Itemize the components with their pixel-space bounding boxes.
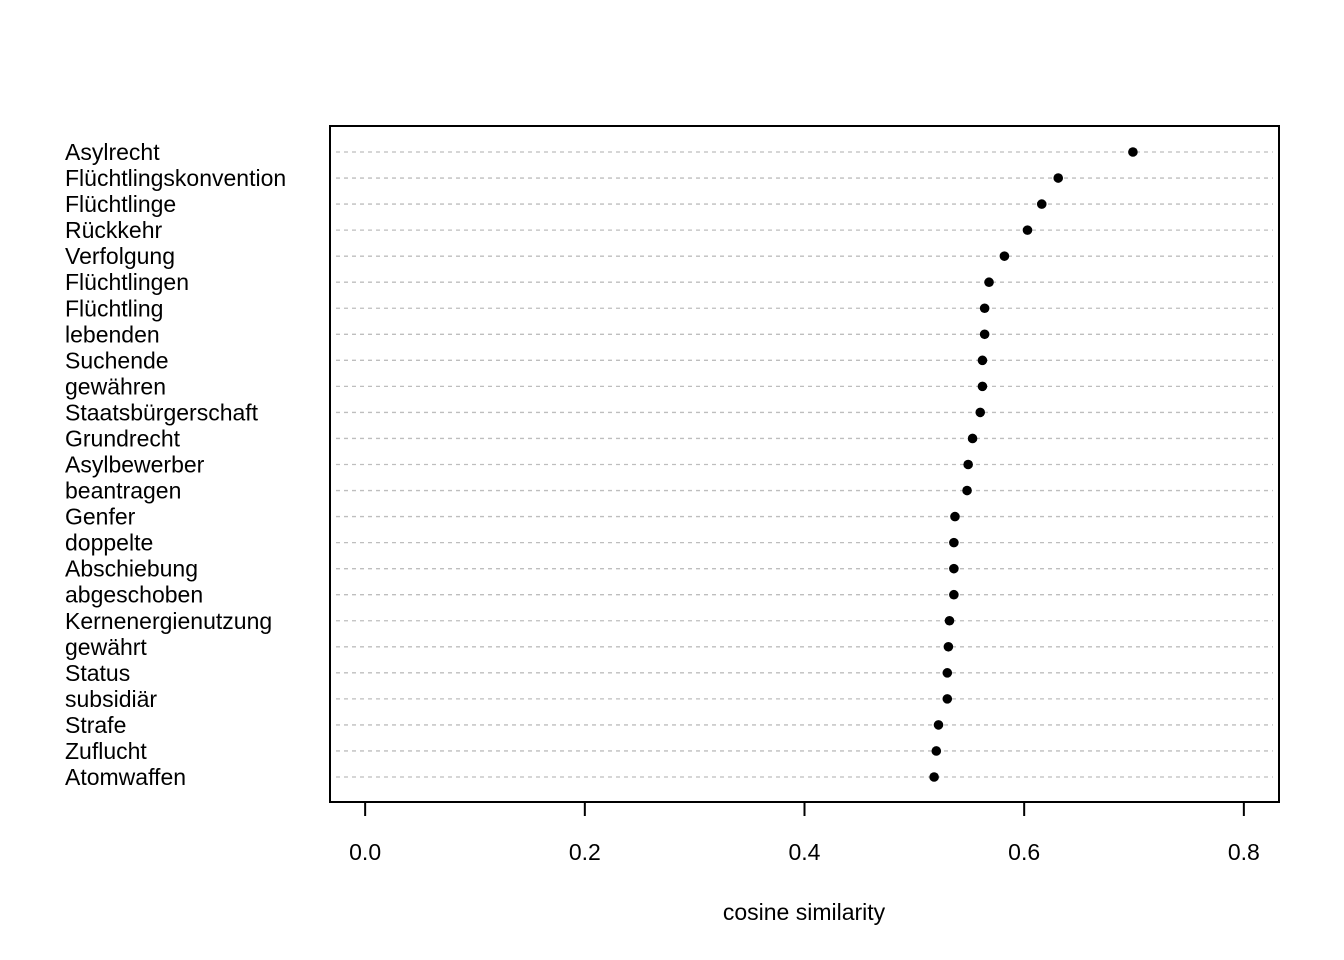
data-point bbox=[1036, 199, 1047, 209]
data-point bbox=[979, 329, 990, 340]
data-point bbox=[950, 511, 960, 522]
category-label: gewähren bbox=[65, 373, 166, 399]
data-point bbox=[975, 407, 986, 418]
category-label: Flüchtlingen bbox=[65, 269, 189, 295]
x-axis-title: cosine similarity bbox=[723, 899, 886, 925]
category-label: Abschiebung bbox=[65, 556, 198, 582]
category-label: Genfer bbox=[65, 504, 136, 530]
category-label: beantragen bbox=[65, 478, 181, 504]
category-label: subsidiär bbox=[65, 686, 157, 712]
category-label: Status bbox=[65, 660, 130, 686]
data-point bbox=[944, 615, 955, 626]
data-point bbox=[977, 355, 988, 366]
data-point bbox=[999, 251, 1010, 261]
data-point bbox=[967, 433, 978, 444]
x-tick-label: 0.6 bbox=[1008, 839, 1040, 865]
data-point bbox=[949, 537, 959, 548]
data-points bbox=[929, 147, 1138, 782]
category-label: Flüchtling bbox=[65, 295, 163, 321]
x-tick-label: 0.8 bbox=[1228, 839, 1260, 865]
category-labels: AsylrechtFlüchtlingskonventionFlüchtling… bbox=[65, 139, 286, 790]
category-label: Flüchtlingskonvention bbox=[65, 165, 286, 191]
data-point bbox=[1128, 147, 1138, 157]
category-label: abgeschoben bbox=[65, 582, 203, 608]
data-point bbox=[1022, 225, 1033, 235]
category-label: Staatsbürgerschaft bbox=[65, 399, 259, 425]
category-label: Asylbewerber bbox=[65, 452, 205, 478]
grid-lines bbox=[336, 151, 1273, 778]
category-label: doppelte bbox=[65, 530, 153, 556]
x-axis: 0.0 0.2 0.4 0.6 0.8 bbox=[349, 801, 1260, 865]
data-point bbox=[949, 563, 959, 574]
data-point bbox=[979, 303, 990, 314]
data-point bbox=[931, 746, 942, 756]
data-point bbox=[942, 694, 953, 704]
category-label: Atomwaffen bbox=[65, 764, 186, 790]
x-tick-label: 0.0 bbox=[349, 839, 381, 865]
data-point bbox=[962, 485, 972, 496]
category-label: Verfolgung bbox=[65, 243, 175, 269]
x-tick-label: 0.2 bbox=[569, 839, 601, 865]
data-point bbox=[949, 589, 959, 600]
category-label: Strafe bbox=[65, 712, 126, 738]
data-point bbox=[977, 381, 988, 392]
data-point bbox=[933, 720, 944, 730]
category-label: Suchende bbox=[65, 347, 169, 373]
data-point bbox=[942, 668, 953, 678]
category-label: Kernenergienutzung bbox=[65, 608, 272, 634]
category-label: Flüchtlinge bbox=[65, 191, 176, 217]
data-point bbox=[984, 277, 994, 288]
category-label: lebenden bbox=[65, 321, 160, 347]
data-point bbox=[963, 459, 973, 470]
x-tick-label: 0.4 bbox=[789, 839, 821, 865]
category-label: gewährt bbox=[65, 634, 147, 660]
data-point bbox=[943, 641, 954, 652]
category-label: Asylrecht bbox=[65, 139, 160, 165]
category-label: Rückkehr bbox=[65, 217, 162, 243]
data-point bbox=[1053, 173, 1064, 183]
category-label: Grundrecht bbox=[65, 425, 181, 451]
data-point bbox=[929, 772, 939, 782]
category-label: Zuflucht bbox=[65, 738, 147, 764]
